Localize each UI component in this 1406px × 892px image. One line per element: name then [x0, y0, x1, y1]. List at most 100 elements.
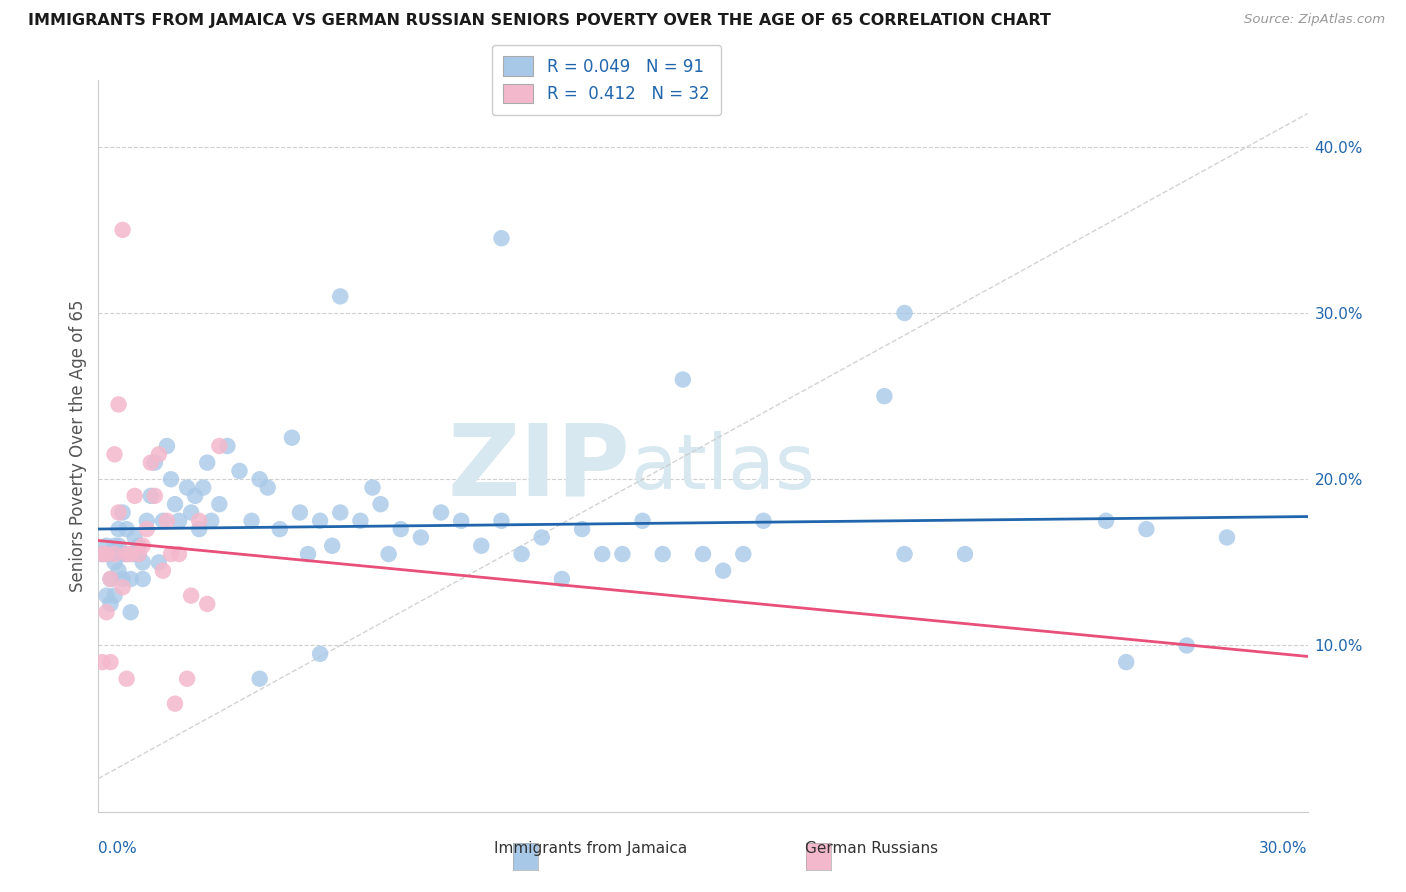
Text: Source: ZipAtlas.com: Source: ZipAtlas.com: [1244, 13, 1385, 27]
Point: [103, 547, 125, 561]
Point: [430, 506, 453, 520]
Point: [103, 447, 125, 461]
Point: [377, 547, 399, 561]
Point: [217, 439, 239, 453]
Point: [135, 522, 157, 536]
Text: ZIP: ZIP: [447, 419, 630, 516]
Point: [711, 564, 734, 578]
Point: [139, 456, 162, 470]
Point: [249, 672, 271, 686]
Point: [100, 572, 122, 586]
Point: [409, 530, 432, 544]
Text: German Russians: German Russians: [806, 841, 938, 856]
Point: [111, 580, 134, 594]
Point: [893, 547, 915, 561]
Point: [143, 456, 166, 470]
Point: [120, 572, 142, 586]
Point: [120, 547, 142, 561]
Point: [152, 514, 174, 528]
Point: [873, 389, 896, 403]
Point: [124, 530, 146, 544]
Point: [163, 697, 186, 711]
Point: [281, 431, 304, 445]
Text: IMMIGRANTS FROM JAMAICA VS GERMAN RUSSIAN SENIORS POVERTY OVER THE AGE OF 65 COR: IMMIGRANTS FROM JAMAICA VS GERMAN RUSSIA…: [28, 13, 1052, 29]
Point: [163, 497, 186, 511]
Point: [128, 547, 150, 561]
Point: [103, 539, 125, 553]
Point: [612, 547, 634, 561]
Point: [208, 497, 231, 511]
Point: [115, 547, 138, 561]
Point: [288, 506, 311, 520]
Point: [96, 539, 118, 553]
Point: [349, 514, 371, 528]
Point: [180, 589, 202, 603]
Point: [132, 555, 155, 569]
Point: [128, 539, 150, 553]
Point: [132, 572, 155, 586]
Point: [156, 514, 179, 528]
Point: [120, 605, 142, 619]
Point: [180, 506, 202, 520]
Point: [329, 506, 352, 520]
Point: [156, 439, 179, 453]
Text: Immigrants from Jamaica: Immigrants from Jamaica: [494, 841, 688, 856]
Point: [470, 539, 492, 553]
Point: [143, 489, 166, 503]
Point: [200, 514, 222, 528]
Point: [96, 605, 118, 619]
Point: [176, 481, 198, 495]
Point: [329, 289, 352, 303]
Text: 0.0%: 0.0%: [98, 841, 138, 856]
Point: [631, 514, 654, 528]
Point: [100, 597, 122, 611]
Point: [1175, 639, 1198, 653]
Point: [1135, 522, 1157, 536]
Point: [107, 397, 129, 411]
Point: [551, 572, 574, 586]
Point: [188, 514, 211, 528]
Legend: R = 0.049   N = 91, R =  0.412   N = 32: R = 0.049 N = 91, R = 0.412 N = 32: [492, 45, 721, 115]
Point: [148, 447, 170, 461]
Point: [167, 547, 190, 561]
Point: [651, 547, 673, 561]
Point: [510, 547, 533, 561]
Point: [91, 547, 114, 561]
Point: [120, 547, 142, 561]
Point: [361, 481, 384, 495]
Point: [115, 672, 138, 686]
Point: [370, 497, 392, 511]
Point: [1216, 530, 1239, 544]
Point: [571, 522, 593, 536]
Point: [160, 547, 183, 561]
Point: [135, 514, 157, 528]
Point: [128, 547, 150, 561]
Point: [111, 547, 134, 561]
Point: [115, 522, 138, 536]
Point: [491, 231, 513, 245]
Point: [733, 547, 755, 561]
Point: [228, 464, 250, 478]
Point: [297, 547, 319, 561]
Text: 30.0%: 30.0%: [1260, 841, 1308, 856]
Point: [893, 306, 915, 320]
Point: [530, 530, 553, 544]
Y-axis label: Seniors Poverty Over the Age of 65: Seniors Poverty Over the Age of 65: [69, 300, 87, 592]
Point: [91, 547, 114, 561]
Text: atlas: atlas: [630, 431, 815, 505]
Point: [1115, 655, 1137, 669]
Point: [91, 655, 114, 669]
Point: [195, 456, 218, 470]
Point: [100, 655, 122, 669]
Point: [107, 522, 129, 536]
Point: [96, 547, 118, 561]
Point: [953, 547, 976, 561]
Point: [103, 555, 125, 569]
Point: [321, 539, 343, 553]
Point: [193, 481, 215, 495]
Point: [309, 514, 332, 528]
Point: [389, 522, 412, 536]
Point: [100, 547, 122, 561]
Point: [124, 489, 146, 503]
Point: [152, 564, 174, 578]
